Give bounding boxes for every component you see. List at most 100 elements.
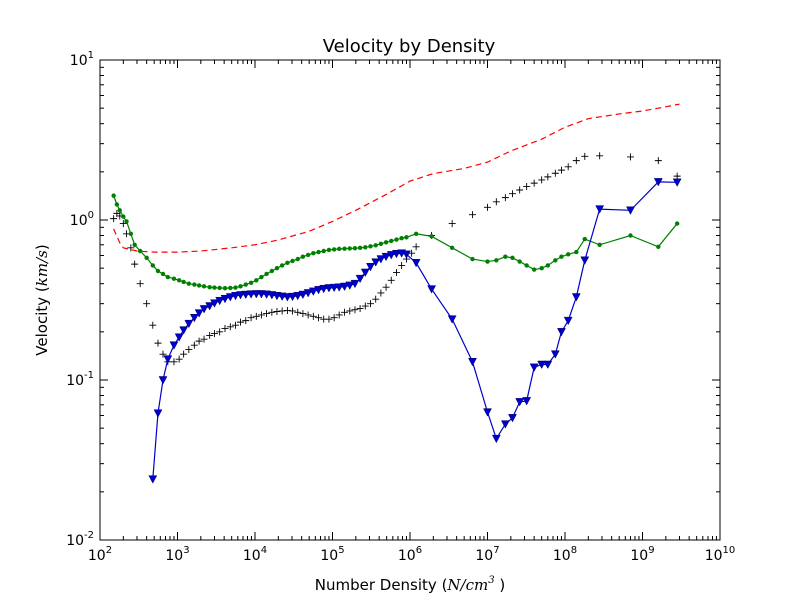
x-tick-label: 108 [553,545,577,564]
plus-marker [143,300,151,308]
plus-marker [304,311,312,319]
dot-marker [331,247,337,252]
x-tick-label-exp: 8 [571,545,577,556]
x-tick-label: 109 [630,545,654,564]
dot-marker [373,243,378,248]
triangle-marker [148,475,158,484]
y-tick-label-exp: 1 [88,50,94,61]
triangle-marker [392,250,401,259]
dot-marker [121,214,126,219]
plus-marker [136,280,144,288]
plus-marker [468,211,476,219]
dot-marker [656,244,661,249]
triangle-marker [153,409,163,418]
x-tick-label-exp: 2 [106,545,112,556]
triangle-marker [381,252,391,262]
dot-marker [352,246,358,251]
dot-marker [305,252,311,258]
triangle-marker [288,292,297,302]
plus-marker [325,315,333,323]
green-dot-series [111,193,680,291]
dot-marker [429,234,434,239]
dot-marker [128,231,134,236]
triangle-marker [319,284,329,294]
triangle-marker [508,414,517,423]
plus-marker [252,312,260,320]
dot-marker [238,284,243,289]
dot-marker [165,274,171,280]
plus-marker [557,166,565,174]
plus-marker [523,182,531,190]
dot-marker [222,285,228,291]
plus-marker [110,215,118,223]
dot-marker [326,247,332,253]
plus-marker [210,330,218,338]
plus-marker [351,306,359,314]
dot-marker [574,249,579,255]
x-tick-label: 104 [243,545,267,564]
x-tick-label-exp: 4 [261,545,267,556]
plus-marker [501,194,509,202]
triangle-marker [210,299,219,308]
plus-marker [216,328,224,336]
x-tick-label-base: 10 [475,548,493,564]
plus-marker [412,243,420,251]
x-tick-label-exp: 5 [338,545,344,556]
green-dot-series-line [113,195,678,289]
dot-marker [274,265,280,271]
triangle-marker [334,283,344,292]
triangle-marker [179,326,189,335]
x-axis-title-text: Number Density ( [315,576,448,594]
dot-marker [228,285,233,291]
triangle-marker [340,282,349,292]
triangle-marker [225,293,235,302]
y-tick-label: 10-2 [66,530,94,549]
plus-marker [131,260,139,268]
y-tick-label-base: 10 [66,533,84,549]
triangle-marker [626,206,635,215]
plus-marker [448,220,456,228]
y-tick-label-base: 10 [70,213,88,229]
y-tick-label: 10-1 [66,370,94,389]
plus-marker [382,283,390,291]
plus-marker [119,220,127,228]
plus-marker [289,307,297,315]
x-tick-label-exp: 3 [183,545,189,556]
plus-marker [530,179,538,187]
dot-marker [503,254,508,259]
x-tick-label-base: 10 [243,548,261,564]
dot-marker [553,258,558,263]
plus-marker [185,346,193,354]
triangle-marker [174,333,184,342]
plus-marker [361,302,369,310]
dot-marker [674,221,680,226]
x-axis-title-math: N/cm [446,576,488,594]
plus-marker [330,314,338,322]
triangle-marker [298,290,308,300]
dot-marker [269,268,275,274]
plus-marker [268,308,276,316]
y-tick-label-exp: 0 [88,210,94,221]
plus-marker [377,289,385,297]
triangle-marker [205,302,215,311]
dot-marker [597,242,602,247]
triangle-marker [672,178,682,187]
dot-marker [111,193,116,198]
x-tick-label-base: 10 [705,548,723,564]
triangle-marker [563,316,573,326]
dot-marker [311,251,316,256]
black-plus-series [110,152,681,366]
dot-marker [264,271,269,277]
dot-marker [582,236,587,242]
x-axis-title: Number Density (N/cm3 ) [315,575,505,594]
plus-marker [200,335,208,343]
dot-marker [510,255,515,261]
plus-marker [206,331,214,339]
plus-marker [294,308,302,316]
triangle-marker [483,408,492,417]
triangle-marker [355,274,365,284]
dot-marker [413,231,419,236]
y-tick-label-exp: -2 [84,530,94,541]
plus-marker [366,300,374,308]
